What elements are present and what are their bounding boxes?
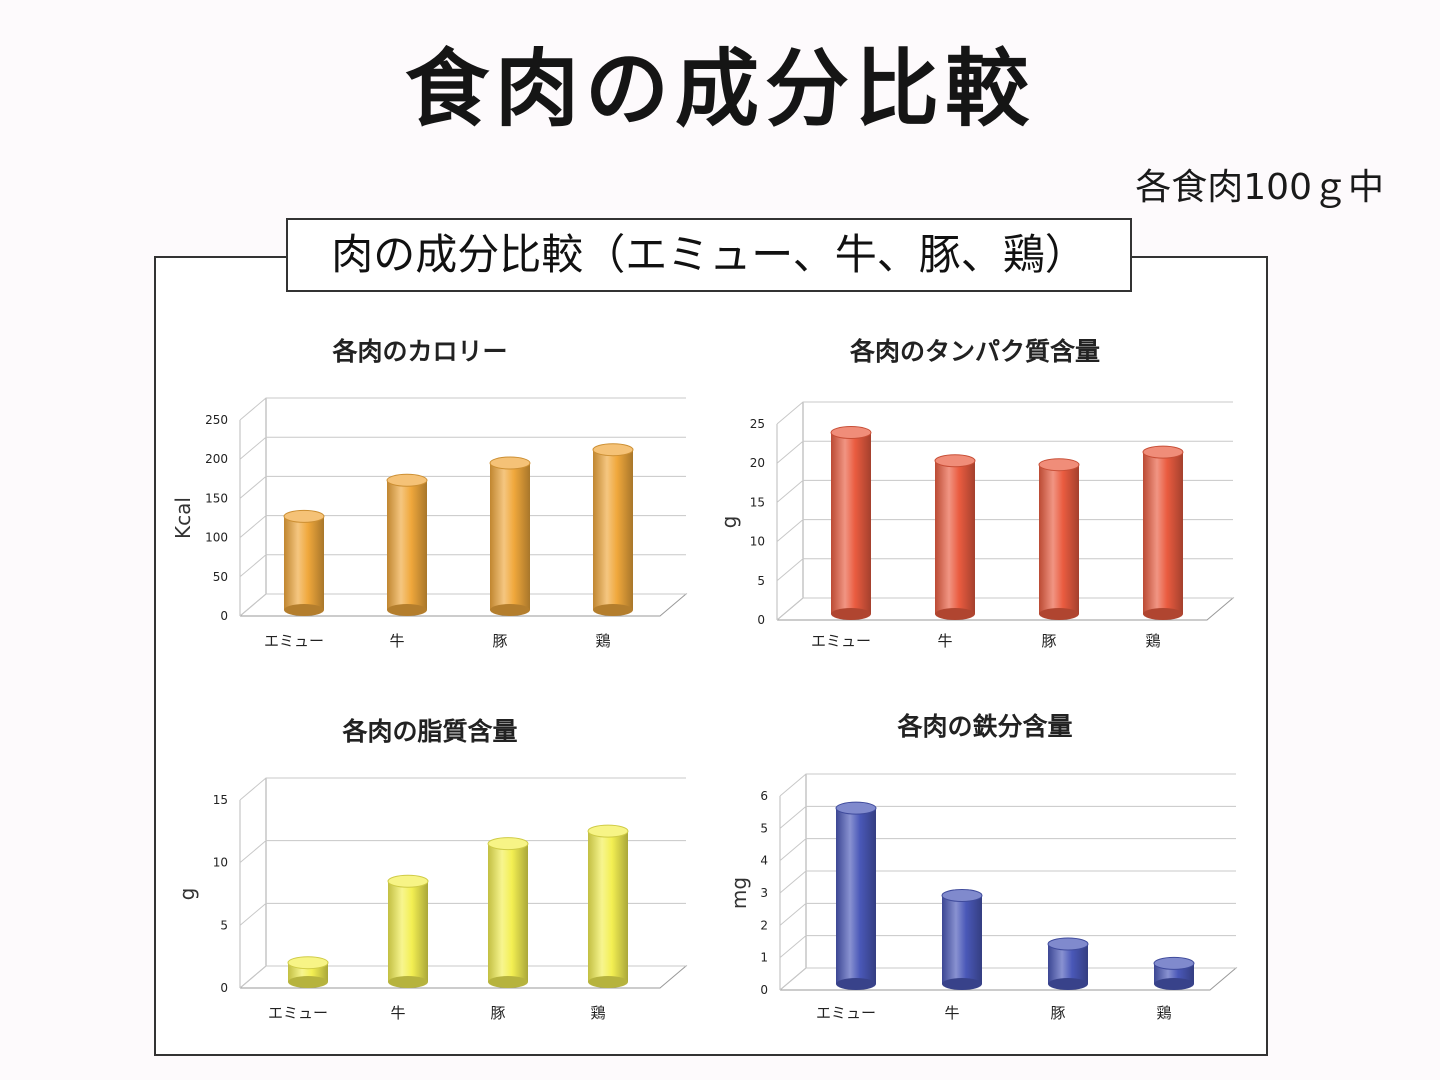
y-tick-label: 10: [750, 535, 765, 549]
category-label: 豚: [490, 1004, 505, 1022]
gridline: [239, 902, 686, 926]
category-label: 鶏: [1145, 632, 1160, 650]
category-label: 鶏: [595, 632, 610, 650]
bar: [487, 837, 529, 988]
y-tick-label: 0: [760, 983, 768, 997]
bar: [587, 824, 629, 988]
chart-2: 各肉のタンパク質含量 0 5 10 15 20 25 g エミュー 牛 豚 鶏: [717, 337, 1235, 650]
y-tick-label: 1: [760, 951, 768, 965]
chart-title: 各肉のタンパク質含量: [849, 337, 1100, 366]
gridline: [779, 967, 1236, 991]
gridline: [779, 838, 1236, 862]
y-tick-label: 5: [220, 918, 228, 932]
gridline: [776, 401, 1233, 425]
gridline: [779, 805, 1236, 829]
y-tick-label: 3: [760, 886, 768, 900]
gridline: [779, 870, 1236, 894]
category-label: エミュー: [816, 1004, 876, 1022]
y-axis-label: mg: [727, 877, 751, 909]
bar: [592, 443, 634, 616]
y-tick-label: 5: [757, 574, 765, 588]
y-tick-label: 25: [750, 417, 765, 431]
category-label: 豚: [1041, 632, 1056, 650]
category-label: 牛: [389, 632, 404, 650]
bar: [283, 509, 325, 616]
y-tick-label: 4: [760, 854, 768, 868]
category-label: エミュー: [811, 632, 871, 650]
bar: [941, 888, 983, 990]
gridline: [776, 479, 1233, 503]
bar: [835, 801, 877, 990]
y-axis-label: Kcal: [171, 497, 195, 539]
chart-frame: [154, 256, 1268, 1056]
y-tick-label: 200: [205, 452, 228, 466]
gridline: [239, 777, 686, 801]
bar: [1142, 445, 1184, 620]
gridline: [776, 519, 1233, 542]
category-label: エミュー: [268, 1004, 328, 1022]
gridline: [239, 475, 686, 499]
y-tick-label: 100: [205, 531, 228, 545]
chart-title: 各肉のカロリー: [331, 337, 507, 366]
category-label: 豚: [1050, 1004, 1065, 1022]
category-label: エミュー: [264, 632, 324, 650]
y-tick-label: 0: [220, 981, 228, 995]
y-tick-label: 5: [760, 821, 768, 835]
bar: [1153, 956, 1195, 990]
y-tick-label: 2: [760, 918, 768, 932]
chart-1: 各肉のカロリー 0 50 100 150 200 250 Kcal エミュー 牛 豚 鶏: [171, 337, 688, 650]
y-tick-label: 6: [760, 789, 768, 803]
gridline: [239, 965, 686, 989]
y-tick-label: 50: [213, 570, 228, 584]
y-tick-label: 150: [205, 491, 228, 505]
y-tick-label: 20: [750, 456, 765, 470]
category-label: 鶏: [590, 1004, 605, 1022]
gridline: [779, 935, 1236, 959]
frame-title: 肉の成分比較（エミュー、牛、豚、鶏）: [286, 218, 1132, 292]
category-label: 豚: [492, 632, 507, 650]
gridline: [239, 515, 686, 538]
y-tick-label: 15: [213, 793, 228, 807]
bar: [489, 456, 531, 616]
bar: [387, 874, 429, 988]
y-axis-label: g: [717, 516, 741, 529]
y-tick-label: 0: [220, 609, 228, 623]
gridline: [239, 840, 686, 864]
y-tick-label: 15: [750, 495, 765, 509]
category-label: 牛: [944, 1004, 959, 1022]
category-label: 鶏: [1156, 1004, 1171, 1022]
gridline: [779, 773, 1236, 797]
gridline: [239, 593, 686, 617]
y-tick-label: 10: [213, 856, 228, 870]
chart-title: 各肉の鉄分含量: [896, 712, 1072, 741]
chart-3: 各肉の脂質含量 0 5 10 15 g エミュー 牛 豚 鶏: [175, 717, 688, 1022]
chart-4: 各肉の鉄分含量 0 1 2 3 4 5 6 mg エミュー 牛 豚 鶏: [727, 712, 1238, 1022]
y-tick-label: 0: [757, 613, 765, 627]
bar: [830, 426, 872, 620]
bar: [386, 473, 428, 616]
gridline: [239, 554, 686, 578]
gridline: [239, 436, 686, 460]
bar: [1047, 937, 1089, 990]
page-title: 食肉の成分比較: [404, 40, 1035, 138]
y-axis-label: g: [175, 888, 199, 901]
gridline: [776, 440, 1233, 464]
y-tick-label: 250: [205, 413, 228, 427]
category-label: 牛: [937, 632, 952, 650]
gridline: [776, 597, 1233, 621]
gridline: [239, 397, 686, 421]
unit-note: 各食肉100ｇ中: [1135, 167, 1384, 208]
category-label: 牛: [390, 1004, 405, 1022]
bar: [1038, 458, 1080, 620]
bar: [934, 454, 976, 620]
chart-title: 各肉の脂質含量: [341, 717, 517, 746]
gridline: [776, 558, 1233, 582]
bar: [287, 956, 329, 988]
gridline: [779, 902, 1236, 926]
